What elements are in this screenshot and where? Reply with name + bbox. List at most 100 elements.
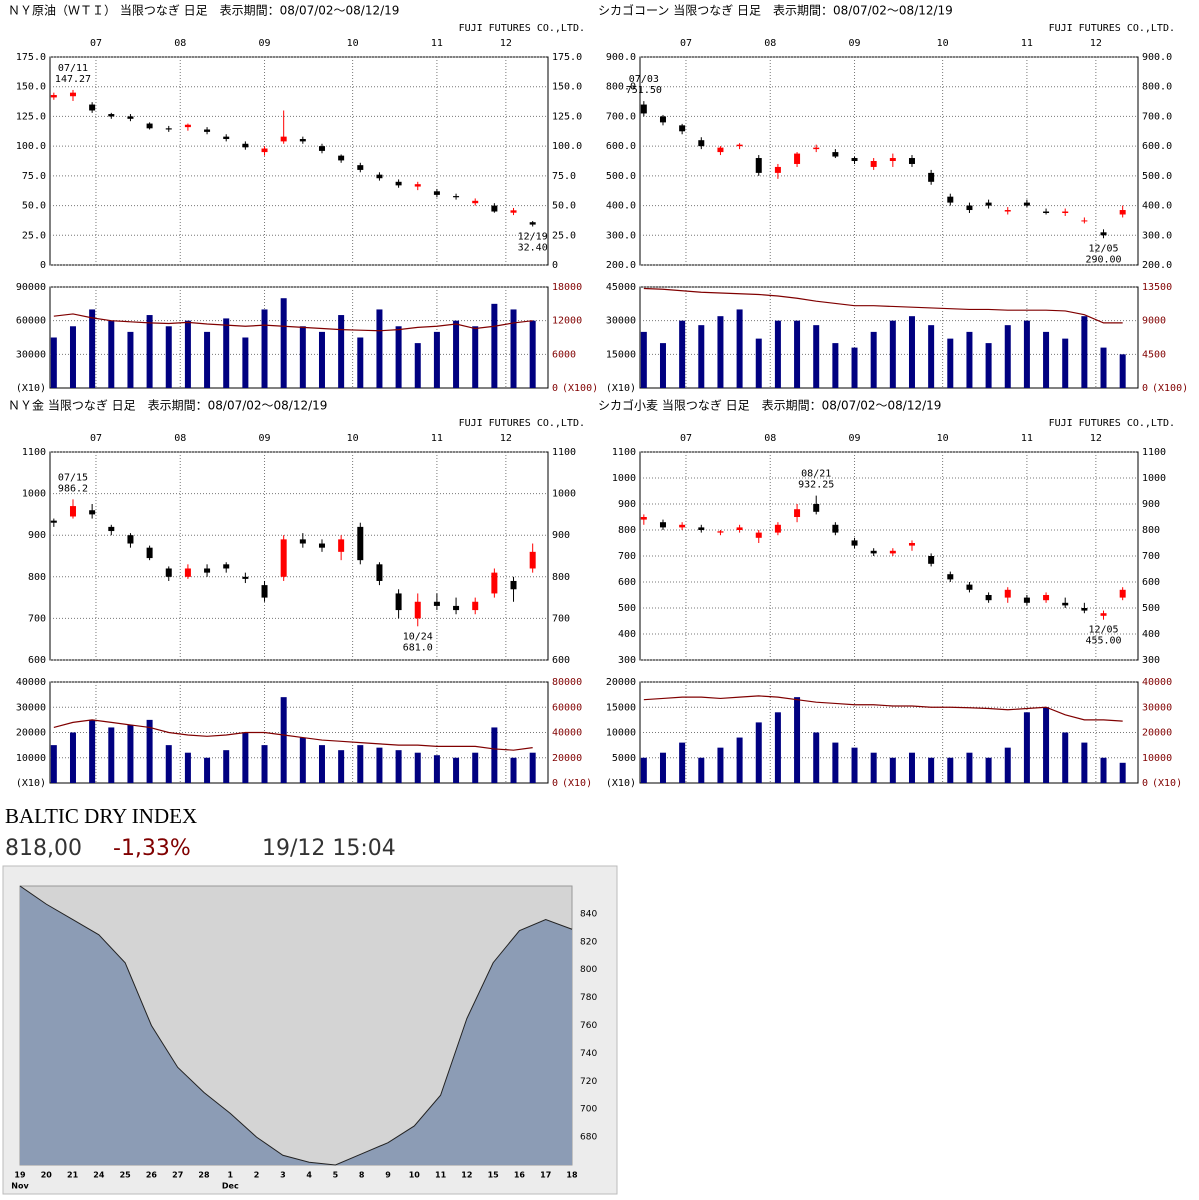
candle-body xyxy=(985,202,992,206)
y-tick-label: 900.0 xyxy=(1142,52,1172,63)
volume-bar xyxy=(529,320,536,388)
month-label: Dec xyxy=(222,1182,239,1191)
volume-bar xyxy=(966,752,973,783)
volume-bar xyxy=(717,747,724,783)
volume-bar xyxy=(794,697,801,783)
candle-body xyxy=(908,543,915,546)
candle-body xyxy=(299,139,306,142)
x-tick-label: 24 xyxy=(93,1171,105,1180)
volume-bar xyxy=(947,338,954,388)
volume-tick-label: 20000 xyxy=(16,728,46,739)
volume-bar xyxy=(280,298,287,388)
annotation-value: 986.2 xyxy=(58,483,88,494)
candle-body xyxy=(1081,220,1088,222)
candle-body xyxy=(794,153,801,164)
volume-tick-label: 30000 xyxy=(16,349,46,360)
volume-bar xyxy=(928,757,935,783)
volume-bar xyxy=(127,724,134,783)
candle-body xyxy=(242,576,249,579)
chart-title: シカゴコーン 当限つなぎ 日足 表示期間：08/07/02～08/12/19 xyxy=(598,3,953,18)
x-tick-label: 18 xyxy=(566,1171,578,1180)
open-interest-line xyxy=(643,287,1123,324)
volume-unit: (X10) xyxy=(606,778,636,789)
candle-body xyxy=(453,196,460,198)
volume-bar xyxy=(280,697,287,783)
candle-body xyxy=(1119,589,1126,598)
annotation-value: 751.50 xyxy=(626,85,662,96)
candle-body xyxy=(1043,211,1050,213)
volume-bar xyxy=(165,745,172,783)
y-tick-label: 1100 xyxy=(612,447,636,458)
candle-body xyxy=(69,506,76,517)
oi-tick-label: 13500 xyxy=(1142,282,1172,293)
volume-bar xyxy=(640,331,647,388)
candle-body xyxy=(1081,608,1088,611)
month-label: 12 xyxy=(1090,433,1102,444)
volume-bar xyxy=(966,331,973,388)
volume-bar xyxy=(908,752,915,783)
month-label: 11 xyxy=(431,38,443,49)
volume-bar xyxy=(204,757,211,783)
candle-body xyxy=(491,572,498,594)
volume-bar xyxy=(414,343,421,388)
volume-bar xyxy=(357,337,364,388)
volume-bar xyxy=(1062,732,1069,783)
y-tick-label: 700 xyxy=(28,613,46,624)
volume-bar xyxy=(985,757,992,783)
candle-body xyxy=(376,174,383,179)
volume-bar xyxy=(774,320,781,388)
month-label: 12 xyxy=(1090,38,1102,49)
candle-body xyxy=(376,564,383,581)
volume-bar xyxy=(261,745,268,783)
x-tick-label: 9 xyxy=(385,1171,391,1180)
candle-body xyxy=(679,125,686,132)
y-tick-label: 300.0 xyxy=(606,230,636,241)
x-tick-label: 15 xyxy=(488,1171,500,1180)
month-label: 11 xyxy=(431,433,443,444)
candle-body xyxy=(832,152,839,157)
volume-bar xyxy=(1023,320,1030,388)
y-tick-label: 780 xyxy=(580,993,597,1003)
candle-body xyxy=(679,524,686,528)
candle-body xyxy=(659,116,666,123)
candle-body xyxy=(108,526,115,532)
volume-bar xyxy=(414,752,421,783)
candle-body xyxy=(813,504,820,512)
y-tick-label: 500 xyxy=(618,603,636,614)
candle-body xyxy=(357,526,364,561)
candle-body xyxy=(280,539,287,577)
volume-bar xyxy=(659,752,666,783)
x-tick-label: 21 xyxy=(67,1171,79,1180)
volume-bar xyxy=(338,750,345,783)
month-label: 09 xyxy=(848,38,860,49)
candle-body xyxy=(491,205,498,212)
y-tick-label: 800 xyxy=(618,525,636,536)
x-tick-label: 10 xyxy=(409,1171,421,1180)
candle-body xyxy=(357,165,364,170)
volume-bar xyxy=(223,750,230,783)
month-label: 08 xyxy=(764,433,776,444)
candle-body xyxy=(529,222,536,225)
month-label: 07 xyxy=(90,38,102,49)
candle-body xyxy=(50,520,57,523)
volume-bar xyxy=(108,727,115,783)
chart-title: ＮＹ金 当限つなぎ 日足 表示期間：08/07/02～08/12/19 xyxy=(8,398,327,413)
candle-body xyxy=(223,564,230,569)
candle-body xyxy=(736,527,743,530)
candle-body xyxy=(50,95,57,98)
candle-body xyxy=(433,601,440,606)
volume-tick-label: 40000 xyxy=(16,677,46,688)
volume-bar xyxy=(204,331,211,388)
volume-bar xyxy=(774,712,781,783)
annotation-date: 08/21 xyxy=(801,469,831,480)
volume-bar xyxy=(889,757,896,783)
candle-body xyxy=(1004,589,1011,598)
candle-body xyxy=(947,196,954,203)
x-tick-label: 1 xyxy=(227,1171,233,1180)
volume-bar xyxy=(223,318,230,388)
volume-bar xyxy=(376,309,383,388)
y-tick-label: 600.0 xyxy=(606,141,636,152)
candle-body xyxy=(736,144,743,147)
oi-tick-label: 18000 xyxy=(552,282,582,293)
company: FUJI FUTURES CO.,LTD. xyxy=(1049,23,1175,34)
